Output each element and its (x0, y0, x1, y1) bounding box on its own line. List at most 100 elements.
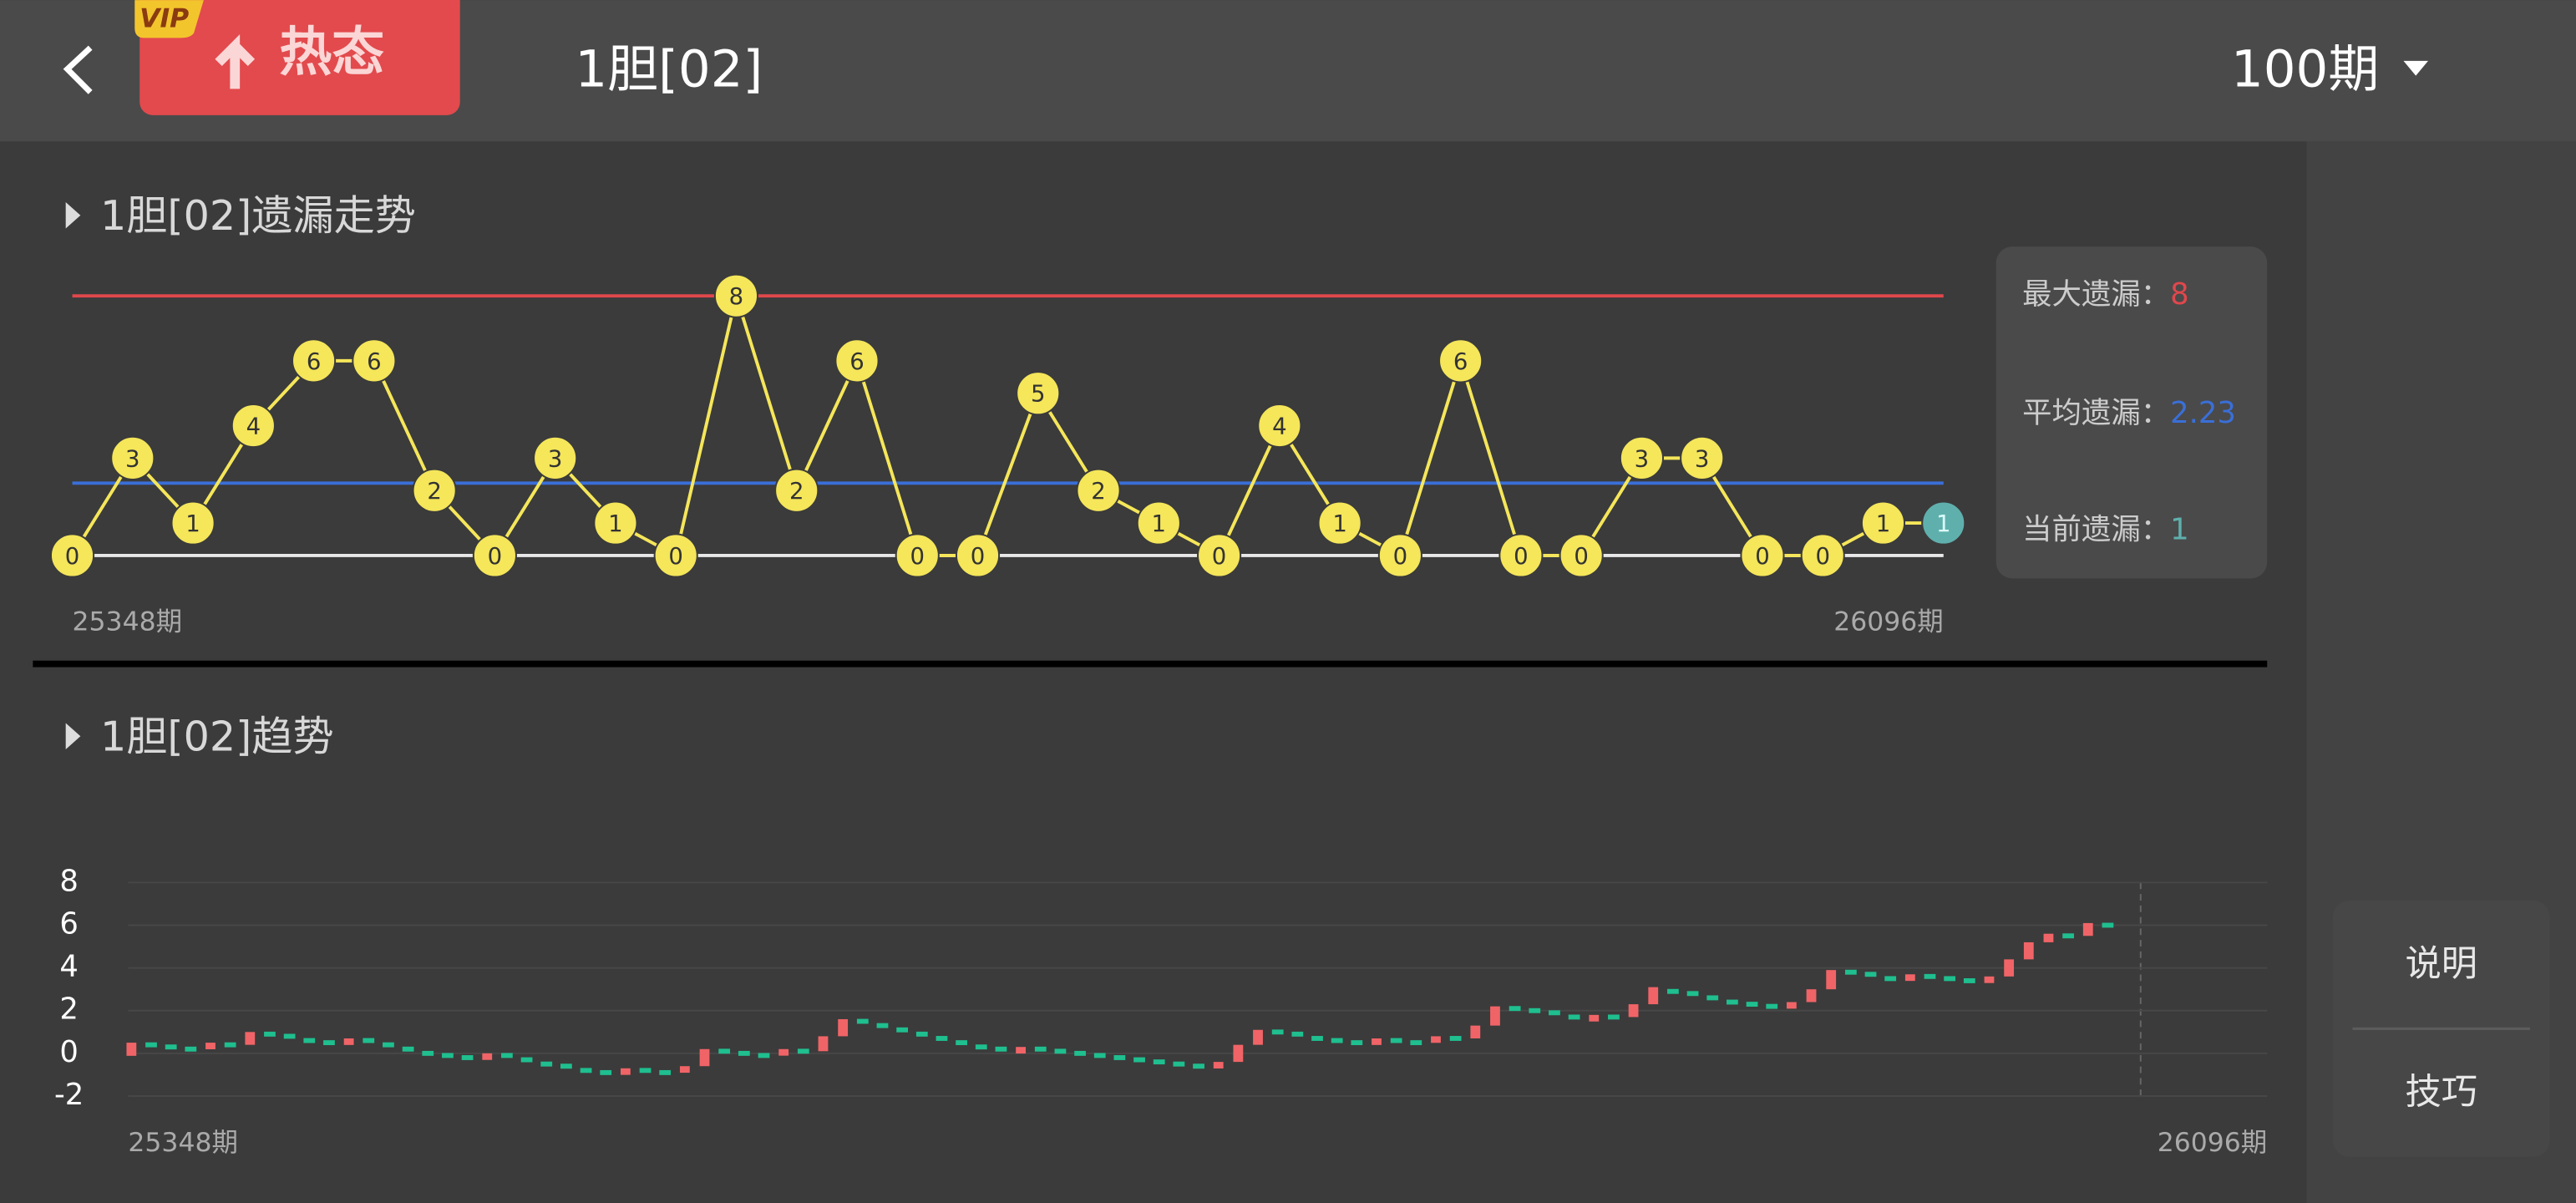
hot-button-bg (139, 0, 460, 115)
stats-box (1995, 246, 2268, 579)
rise-bar (1213, 1062, 1224, 1068)
rise-bar (699, 1048, 710, 1067)
fall-dash (283, 1033, 296, 1039)
y-tick-label: 0 (59, 1035, 79, 1069)
omission-point (713, 273, 759, 318)
point-label: 1 (1936, 510, 1951, 537)
omission-point (1257, 403, 1302, 449)
menu-item[interactable]: 技巧 (2405, 1072, 2477, 1114)
fall-dash (442, 1053, 454, 1058)
hot-button[interactable]: 热态 (139, 0, 460, 115)
point-label: 0 (65, 543, 80, 570)
rise-bar (838, 1018, 849, 1037)
fall-dash (1054, 1048, 1067, 1054)
fall-dash (1351, 1040, 1363, 1046)
fall-dash (1173, 1061, 1185, 1067)
fall-dash (956, 1040, 967, 1046)
point-label: 0 (1393, 543, 1408, 570)
fall-dash (876, 1023, 889, 1028)
omission-point (1016, 371, 1061, 416)
fall-dash (2102, 922, 2114, 928)
fall-dash (1133, 1057, 1145, 1063)
point-label: 0 (488, 543, 503, 570)
fall-dash (1449, 1036, 1462, 1041)
rise-bar (679, 1066, 690, 1074)
point-label: 2 (789, 478, 804, 505)
y-tick-label: 4 (59, 950, 79, 984)
point-label: 2 (427, 478, 442, 505)
fall-dash (758, 1053, 770, 1058)
omission-point (1559, 533, 1604, 578)
fall-dash (383, 1042, 394, 1048)
fall-dash (659, 1069, 672, 1075)
point-label: 0 (1574, 543, 1589, 570)
fall-dash (540, 1061, 553, 1067)
point-label: 1 (185, 510, 200, 537)
fall-dash (580, 1068, 592, 1074)
fall-dash (1153, 1059, 1165, 1065)
stat-value: 2.23 (2170, 396, 2236, 430)
point-label: 3 (548, 445, 563, 472)
rise-bar (205, 1043, 216, 1049)
point-label: 3 (1695, 445, 1710, 472)
fall-dash (303, 1038, 316, 1043)
fall-dash (264, 1031, 276, 1037)
hot-button-label: 热态 (279, 22, 384, 83)
omission-point (1377, 533, 1422, 578)
fall-dash (1291, 1031, 1304, 1037)
fall-dash (1844, 969, 1857, 975)
fall-dash (995, 1046, 1007, 1052)
fall-dash (1549, 1010, 1560, 1016)
fall-dash (896, 1027, 909, 1033)
omission-point (110, 435, 155, 480)
fall-dash (165, 1044, 177, 1050)
fall-dash (1944, 976, 1956, 982)
y-tick-label: -2 (54, 1078, 84, 1112)
point-label: 8 (729, 283, 744, 310)
fall-dash (1706, 995, 1719, 1001)
rise-bar (1786, 1002, 1797, 1009)
rise-bar (1628, 1004, 1639, 1018)
omission-point (1317, 500, 1362, 546)
rise-bar (1984, 976, 1995, 983)
vip-badge (134, 0, 204, 38)
fall-dash (1963, 977, 1975, 983)
point-label: 1 (1152, 510, 1167, 537)
point-label: 1 (1876, 510, 1891, 537)
rise-bar (1904, 974, 1915, 982)
point-label: 3 (1635, 445, 1650, 472)
section-title: 1胆[02]遗漏走势 (100, 191, 416, 240)
start-period: 25348期 (73, 607, 183, 637)
omission-point (472, 533, 517, 578)
fall-dash (1686, 991, 1699, 997)
y-tick-label: 6 (59, 906, 79, 941)
fall-dash (1529, 1008, 1541, 1013)
point-label: 1 (608, 510, 623, 537)
menu-item[interactable]: 说明 (2405, 943, 2477, 985)
rise-bar (1372, 1038, 1382, 1045)
rise-bar (2004, 959, 2015, 977)
hot-arrow (215, 33, 256, 89)
vip-badge-label: VIP (139, 4, 189, 34)
fall-dash (915, 1031, 928, 1037)
point-label: 4 (1272, 414, 1287, 440)
back-button[interactable] (63, 45, 93, 94)
point-label: 0 (910, 543, 925, 570)
omission-point (412, 468, 457, 513)
fall-dash (738, 1050, 750, 1056)
rise-bar (1806, 989, 1817, 1002)
point-label: 0 (971, 543, 986, 570)
rise-bar (1826, 970, 1837, 990)
point-label: 1 (1332, 510, 1347, 537)
omission-point (895, 533, 940, 578)
fall-dash (1727, 999, 1738, 1005)
stat-label: 当前遗漏： (2022, 512, 2170, 546)
fall-dash (422, 1050, 434, 1056)
fall-dash (560, 1063, 572, 1069)
point-label: 0 (668, 543, 683, 570)
fall-dash (1864, 972, 1877, 977)
rise-bar (2023, 942, 2034, 960)
omission-point (49, 533, 95, 578)
fall-dash (1034, 1046, 1047, 1052)
period-selector[interactable]: 100期 (2231, 39, 2428, 99)
